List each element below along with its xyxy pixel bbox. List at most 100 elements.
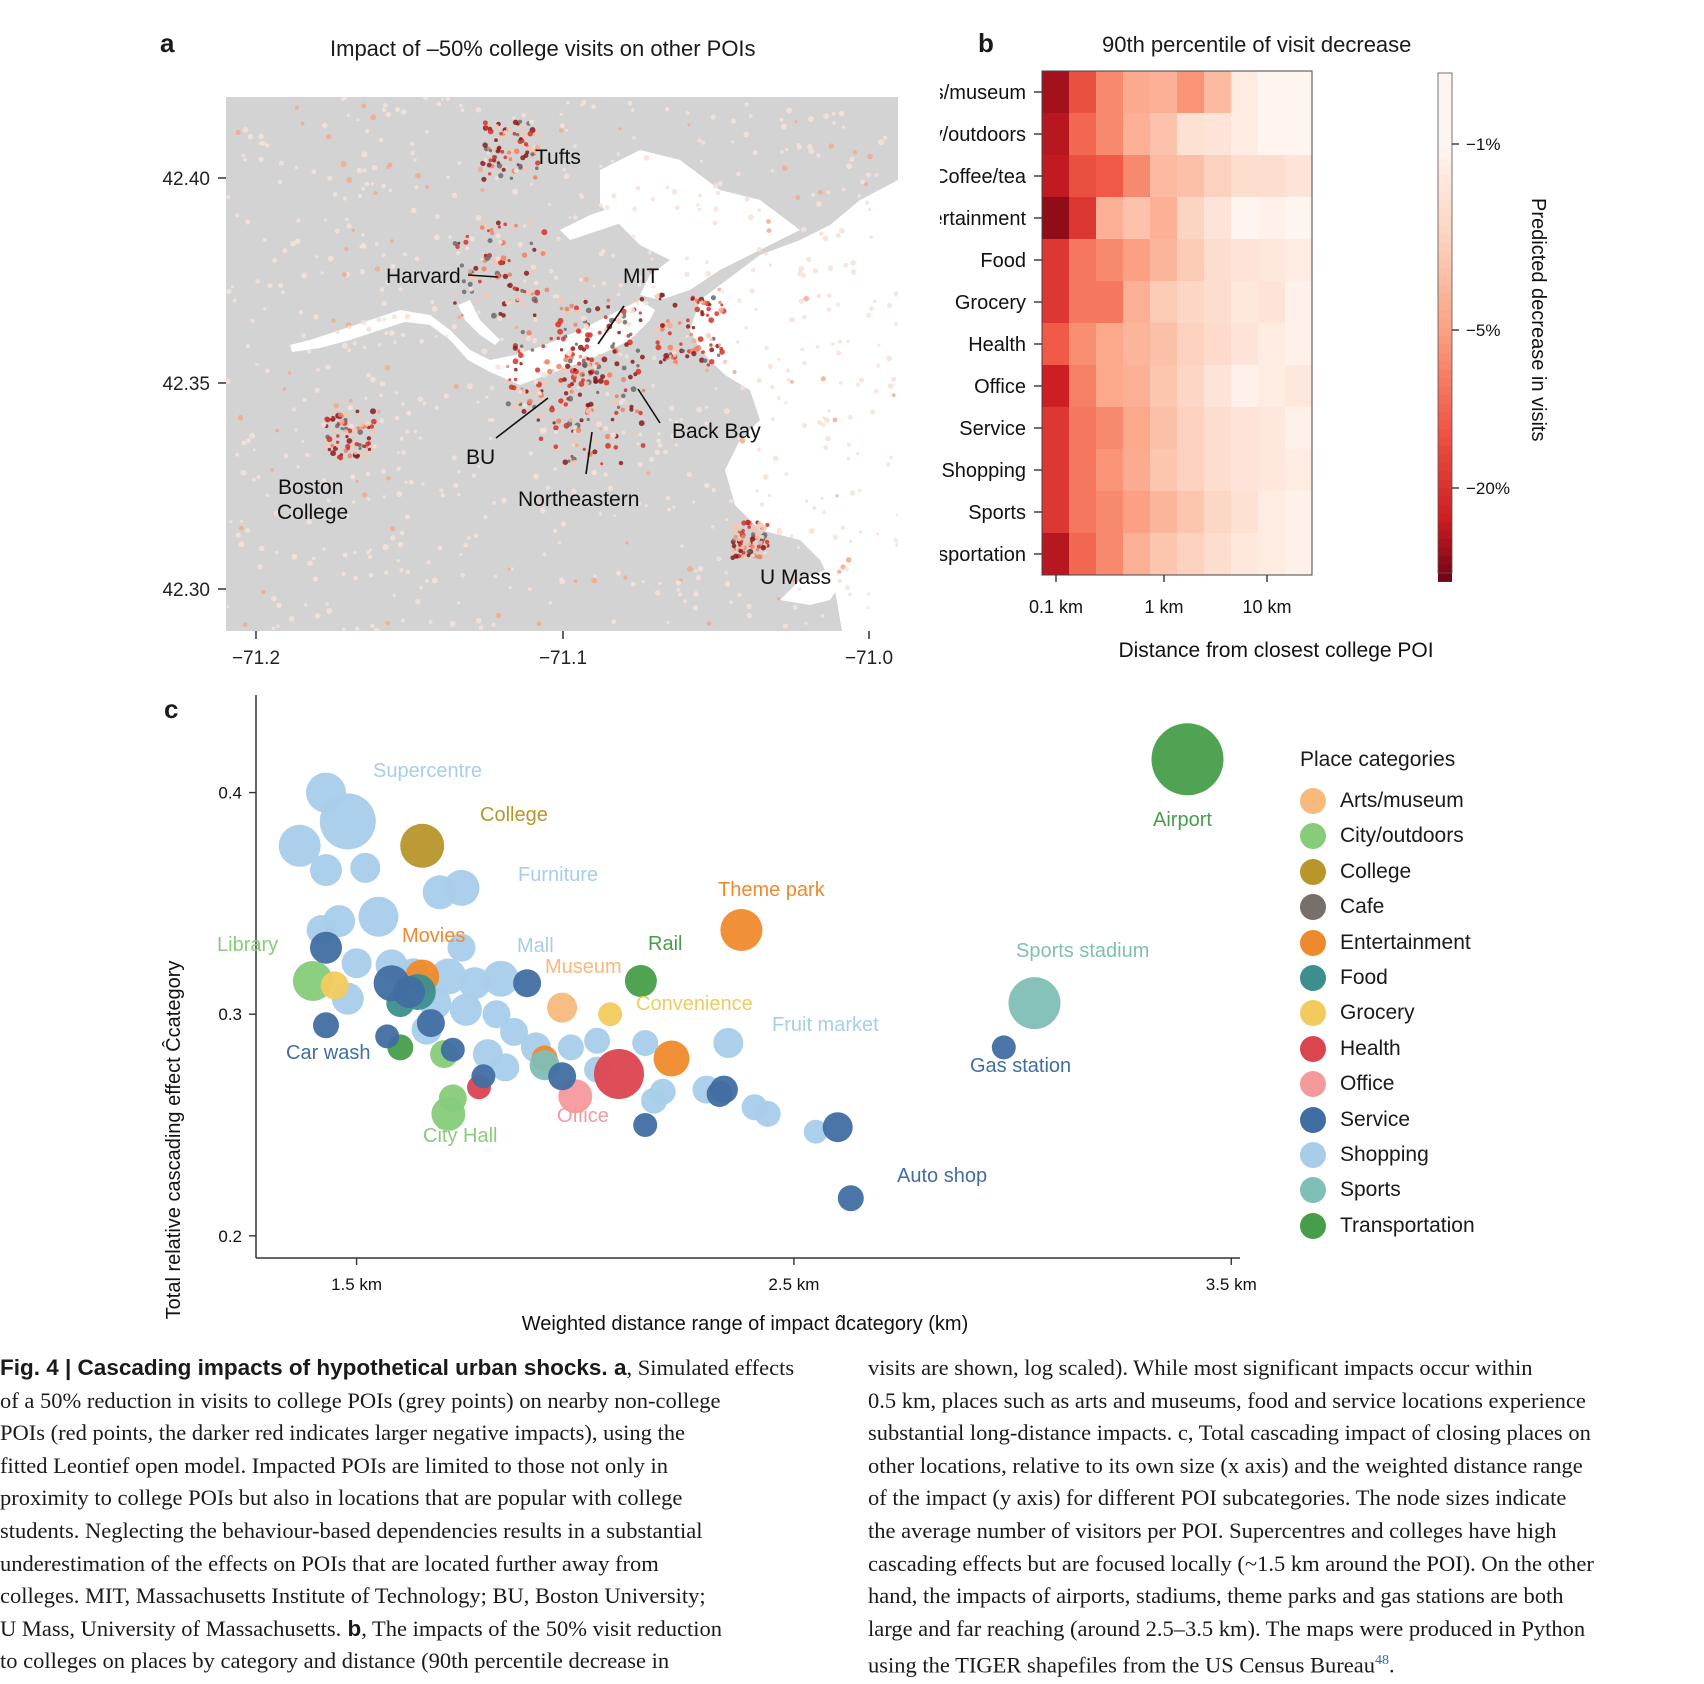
poi-dot [565, 363, 571, 369]
colorbar-segment [1438, 352, 1452, 362]
poi-dot [548, 600, 553, 605]
poi-dot [376, 409, 381, 414]
poi-dot [277, 179, 282, 185]
colorbar-segment [1438, 183, 1452, 193]
poi-dot [512, 345, 518, 351]
poi-dot [615, 570, 622, 576]
poi-dot [556, 336, 561, 341]
bubble-point [632, 1030, 659, 1056]
poi-dot [451, 455, 457, 461]
poi-dot [737, 298, 742, 303]
poi-dot [338, 455, 344, 461]
poi-dot [523, 153, 529, 159]
poi-dot [577, 344, 584, 351]
heatmap-cell [1096, 533, 1124, 576]
poi-dot [623, 575, 628, 580]
heatmap-cell [1258, 449, 1286, 492]
poi-dot [261, 590, 266, 595]
poi-dot [894, 322, 898, 326]
poi-dot [717, 287, 722, 292]
poi-dot [601, 281, 607, 286]
poi-dot [278, 283, 284, 288]
heatmap-cell [1069, 449, 1097, 492]
poi-dot [238, 525, 244, 531]
poi-dot [488, 158, 493, 163]
poi-dot [610, 159, 615, 164]
poi-dot [563, 402, 568, 407]
poi-dot [367, 447, 372, 452]
poi-dot [520, 288, 524, 293]
poi-dot [415, 172, 421, 179]
poi-dot [475, 106, 482, 113]
poi-dot [837, 578, 842, 584]
bubble-point [350, 852, 381, 883]
poi-dot [243, 157, 247, 162]
heatmap-row-label: Entertainment [940, 208, 1026, 230]
poi-dot [258, 156, 264, 163]
poi-dot [718, 343, 722, 347]
poi-dot [826, 190, 831, 195]
heatmap-cell [1123, 365, 1151, 408]
poi-dot [790, 380, 794, 384]
map-xtick-3: −71.0 [845, 648, 893, 669]
poi-dot [867, 153, 873, 160]
poi-dot [498, 240, 503, 245]
bubble-point [598, 1002, 623, 1027]
poi-dot [242, 622, 248, 628]
poi-dot [390, 263, 396, 269]
map-label-harvard: Harvard [386, 265, 461, 288]
poi-dot [316, 367, 321, 372]
poi-dot [718, 300, 722, 304]
poi-dot [579, 192, 583, 197]
poi-dot [607, 485, 614, 491]
poi-dot [503, 222, 508, 227]
poi-dot [792, 604, 798, 610]
heatmap-cell [1096, 281, 1124, 324]
colorbar-segment [1438, 284, 1452, 294]
poi-dot [680, 544, 684, 548]
poi-dot [301, 439, 305, 444]
colorbar-segment [1438, 395, 1452, 404]
poi-dot [593, 379, 598, 384]
legend-swatch [1300, 823, 1326, 850]
poi-dot [544, 287, 550, 293]
poi-dot [415, 598, 421, 605]
poi-dot [361, 187, 365, 191]
poi-dot [312, 576, 319, 582]
poi-dot [498, 173, 504, 179]
poi-dot [877, 343, 881, 347]
poi-dot [404, 480, 408, 484]
poi-dot [764, 345, 769, 351]
poi-dot [666, 322, 673, 329]
legend-label: Cafe [1340, 895, 1385, 919]
poi-dot [526, 336, 532, 341]
poi-dot [615, 318, 622, 324]
poi-dot [523, 279, 527, 283]
poi-dot [419, 585, 424, 590]
caption-line: of the impact (y axis) for different POI… [868, 1485, 1567, 1511]
poi-dot [365, 129, 370, 134]
poi-dot [296, 465, 300, 469]
colorbar-segment [1438, 174, 1452, 184]
bubble-annotation: Movies [402, 925, 465, 947]
heatmap-cell [1150, 533, 1178, 576]
poi-dot [629, 407, 634, 412]
poi-dot [618, 352, 623, 357]
poi-dot [390, 239, 394, 243]
poi-dot [314, 613, 321, 619]
poi-dot [586, 363, 592, 368]
poi-dot [341, 97, 345, 102]
poi-dot [770, 417, 775, 422]
poi-dot [558, 378, 564, 383]
poi-dot [245, 344, 250, 349]
poi-dot [614, 410, 619, 415]
poi-dot [364, 396, 368, 401]
reference-link[interactable]: 48 [1375, 1653, 1390, 1669]
poi-dot [518, 352, 524, 359]
poi-dot [512, 131, 517, 136]
poi-dot [887, 383, 894, 389]
bubble-annotation: Gas station [970, 1055, 1071, 1077]
poi-dot [351, 500, 356, 504]
poi-dot [252, 448, 256, 452]
poi-dot [368, 573, 374, 578]
